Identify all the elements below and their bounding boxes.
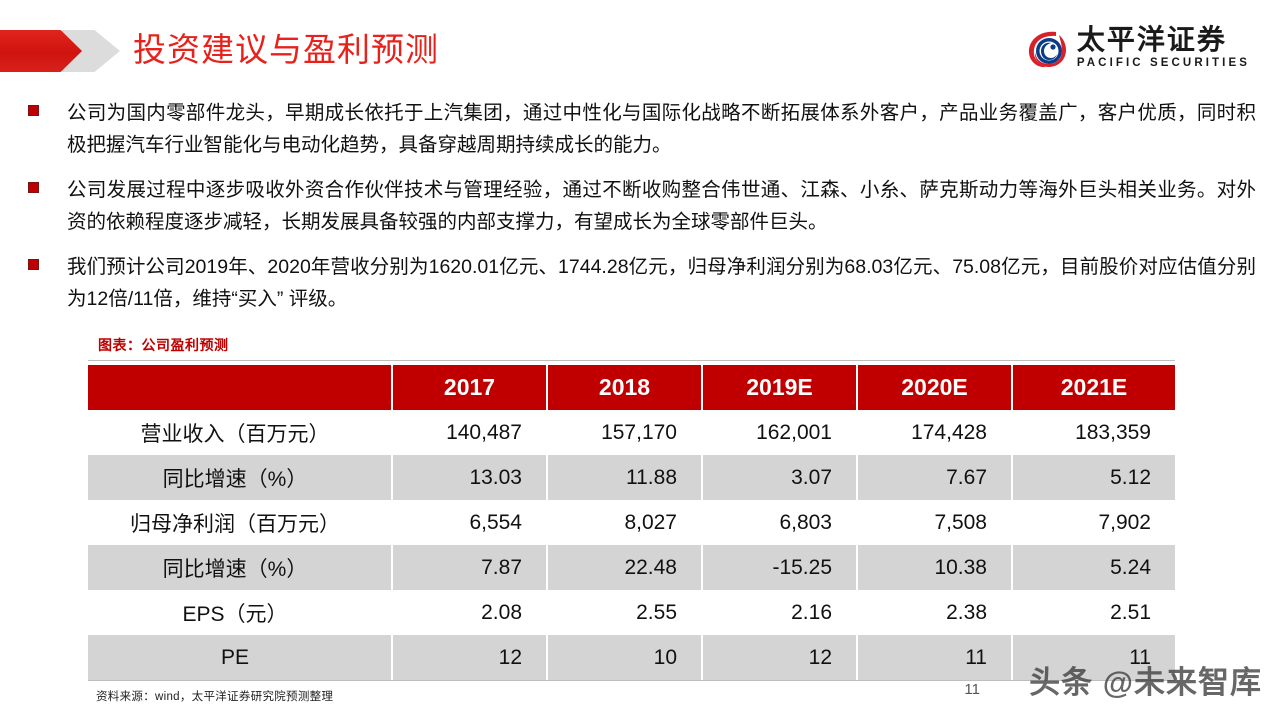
- page-number: 11: [964, 681, 980, 698]
- row-value: 174,428: [858, 410, 1013, 455]
- table-row: 同比增速（%） 13.03 11.88 3.07 7.67 5.12: [88, 455, 1175, 500]
- header-arrow-graphic: [0, 30, 120, 72]
- bullet-item-text: 公司发展过程中逐步吸收外资合作伙伴技术与管理经验，通过不断收购整合伟世通、江森、…: [67, 179, 1256, 233]
- arrow-red-shape: [0, 30, 82, 72]
- row-value: 2.51: [1013, 590, 1175, 635]
- row-value: 5.12: [1013, 455, 1175, 500]
- row-value: 10.38: [858, 545, 1013, 590]
- row-value: 10: [548, 635, 703, 680]
- row-label: PE: [88, 635, 393, 680]
- row-value: 140,487: [393, 410, 548, 455]
- table-row: PE 12 10 12 11 11: [88, 635, 1175, 680]
- table-bottom-divider: [88, 680, 1175, 681]
- table-source-note: 资料来源：wind，太平洋证券研究院预测整理: [96, 691, 334, 703]
- table-body: 营业收入（百万元） 140,487 157,170 162,001 174,42…: [88, 410, 1175, 680]
- pacific-securities-mark-icon: [1026, 27, 1068, 69]
- row-value: 7.87: [393, 545, 548, 590]
- row-value: 22.48: [548, 545, 703, 590]
- logo-name-cn: 太平洋证券: [1076, 24, 1227, 55]
- table-header-cell-2018: 2018: [548, 365, 703, 410]
- square-bullet-icon: [28, 259, 39, 270]
- row-value: 11.88: [548, 455, 703, 500]
- row-value: -15.25: [703, 545, 858, 590]
- row-value: 11: [1013, 635, 1175, 680]
- row-value: 3.07: [703, 455, 858, 500]
- row-value: 157,170: [548, 410, 703, 455]
- table-header-cell-2021E: 2021E: [1013, 365, 1175, 410]
- row-value: 162,001: [703, 410, 858, 455]
- row-value: 2.16: [703, 590, 858, 635]
- table-row: 同比增速（%） 7.87 22.48 -15.25 10.38 5.24: [88, 545, 1175, 590]
- row-label: 营业收入（百万元）: [88, 410, 393, 455]
- bullet-item-text: 我们预计公司2019年、2020年营收分别为1620.01亿元、1744.28亿…: [67, 256, 1256, 310]
- square-bullet-icon: [28, 105, 39, 116]
- bullet-list: 公司为国内零部件龙头，早期成长依托于上汽集团，通过中性化与国际化战略不断拓展体系…: [28, 97, 1256, 328]
- table-header-cell-2019E: 2019E: [703, 365, 858, 410]
- row-label: 同比增速（%）: [88, 545, 393, 590]
- row-value: 12: [393, 635, 548, 680]
- row-value: 7,902: [1013, 500, 1175, 545]
- table-header-cell-2020E: 2020E: [858, 365, 1013, 410]
- row-value: 12: [703, 635, 858, 680]
- row-value: 11: [858, 635, 1013, 680]
- row-value: 5.24: [1013, 545, 1175, 590]
- earnings-forecast-table: 2017 2018 2019E 2020E 2021E 营业收入（百万元） 14…: [88, 365, 1175, 680]
- table-row: EPS（元） 2.08 2.55 2.16 2.38 2.51: [88, 590, 1175, 635]
- logo-text-group: 太平洋证券 PACIFIC SECURITIES: [1077, 26, 1250, 70]
- table-header-cell-label: [88, 365, 393, 410]
- row-value: 2.08: [393, 590, 548, 635]
- table-row: 营业收入（百万元） 140,487 157,170 162,001 174,42…: [88, 410, 1175, 455]
- bullet-item: 公司为国内零部件龙头，早期成长依托于上汽集团，通过中性化与国际化战略不断拓展体系…: [28, 97, 1256, 161]
- row-value: 6,803: [703, 500, 858, 545]
- earnings-forecast-table-block: 图表：公司盈利预测 2017 2018 2019E 2020E 2021E 营业…: [88, 333, 1175, 704]
- row-label: 归母净利润（百万元）: [88, 500, 393, 545]
- table-header-cell-2017: 2017: [393, 365, 548, 410]
- row-label: EPS（元）: [88, 590, 393, 635]
- row-value: 2.38: [858, 590, 1013, 635]
- row-value: 183,359: [1013, 410, 1175, 455]
- square-bullet-icon: [28, 182, 39, 193]
- bullet-item: 我们预计公司2019年、2020年营收分别为1620.01亿元、1744.28亿…: [28, 251, 1256, 315]
- row-value: 6,554: [393, 500, 548, 545]
- row-label: 同比增速（%）: [88, 455, 393, 500]
- table-caption: 图表：公司盈利预测: [88, 333, 1175, 361]
- bullet-item: 公司发展过程中逐步吸收外资合作伙伴技术与管理经验，通过不断收购整合伟世通、江森、…: [28, 174, 1256, 238]
- company-logo: 太平洋证券 PACIFIC SECURITIES: [1026, 26, 1250, 70]
- row-value: 7,508: [858, 500, 1013, 545]
- slide-header: 投资建议与盈利预测 太平洋证券 PACIFIC SECURITIES: [0, 0, 1280, 92]
- row-value: 2.55: [548, 590, 703, 635]
- table-row: 归母净利润（百万元） 6,554 8,027 6,803 7,508 7,902: [88, 500, 1175, 545]
- bullet-item-text: 公司为国内零部件龙头，早期成长依托于上汽集团，通过中性化与国际化战略不断拓展体系…: [67, 102, 1256, 156]
- table-header-row: 2017 2018 2019E 2020E 2021E: [88, 365, 1175, 410]
- logo-name-en: PACIFIC SECURITIES: [1076, 57, 1250, 69]
- row-value: 7.67: [858, 455, 1013, 500]
- row-value: 8,027: [548, 500, 703, 545]
- page-title: 投资建议与盈利预测: [133, 31, 439, 68]
- row-value: 13.03: [393, 455, 548, 500]
